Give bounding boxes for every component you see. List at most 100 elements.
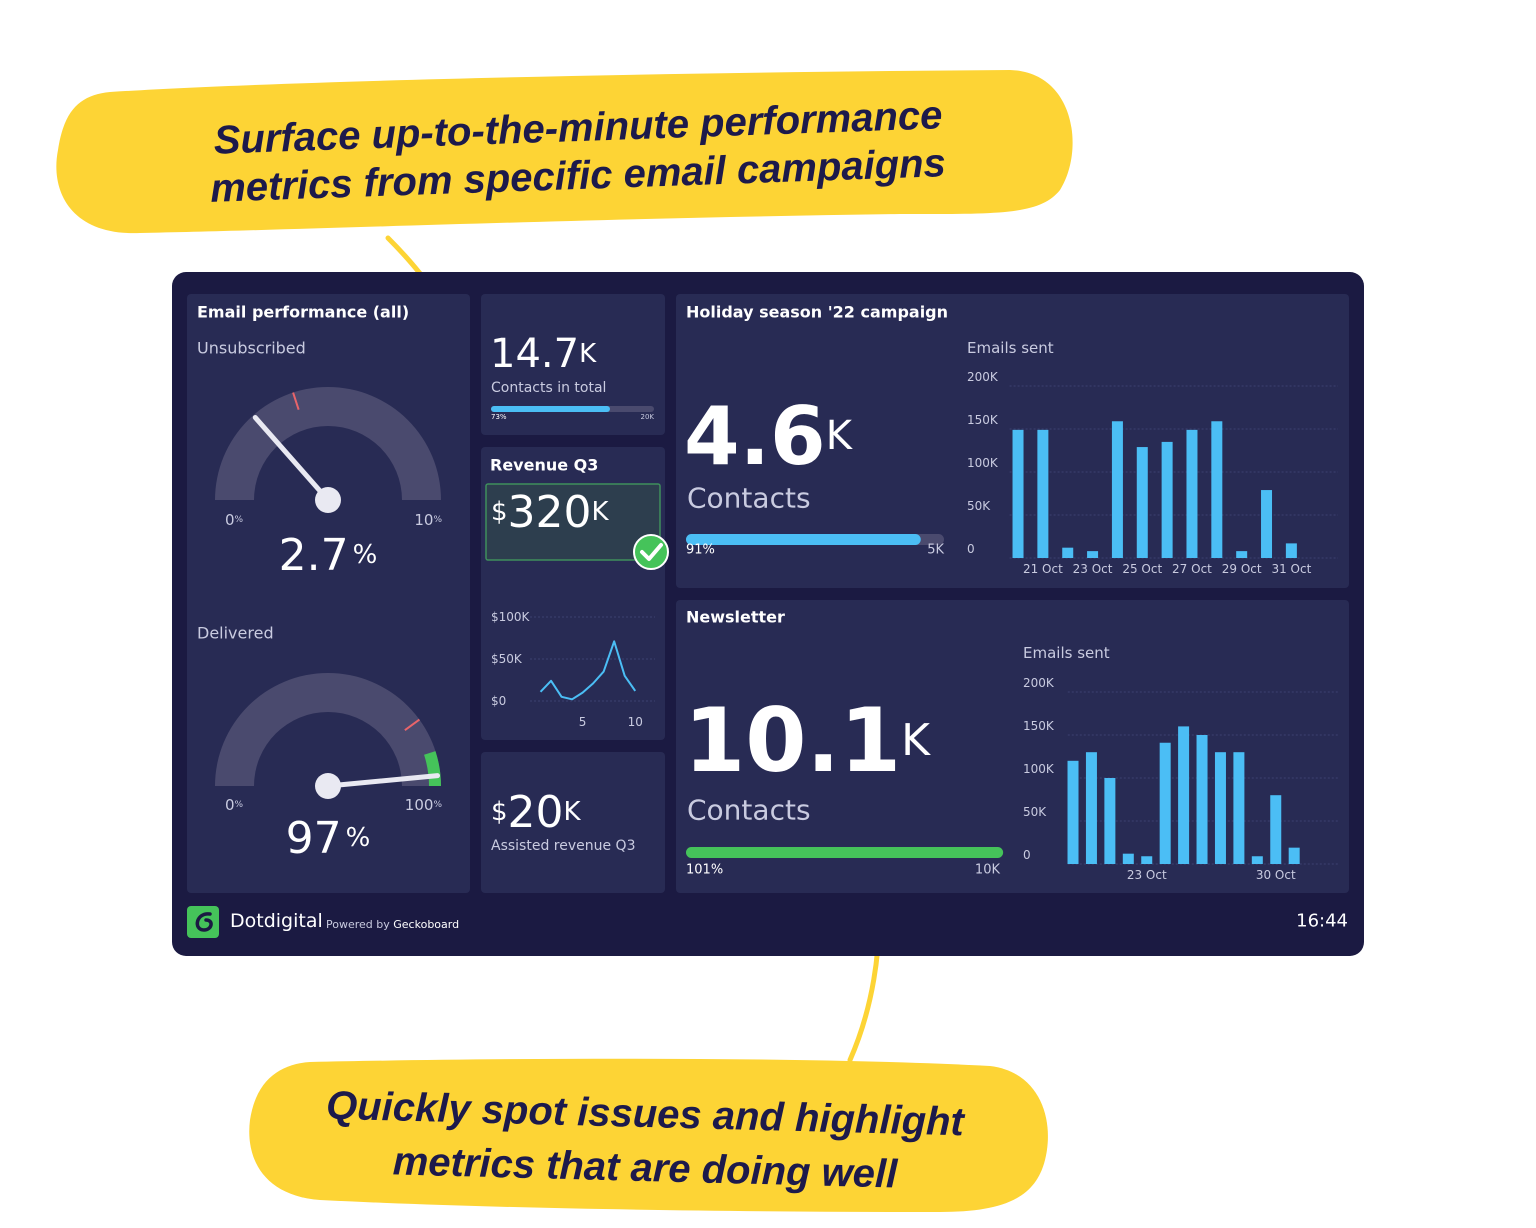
progress-fill [686, 847, 1004, 858]
callout-bubble [249, 1058, 1048, 1212]
progress-goal: 20K [641, 413, 655, 421]
bar [1104, 778, 1116, 864]
gauge-min: 0% [225, 511, 244, 529]
gauge-track [215, 387, 441, 500]
powered-by-part: Geckoboard [393, 918, 459, 931]
gauge-max-part: 10 [414, 511, 433, 529]
y-tick-label: 150K [967, 413, 999, 427]
metric-value-part: K [592, 497, 610, 527]
bar [1211, 421, 1223, 558]
bar [1067, 760, 1079, 864]
gauge-max-part: % [433, 800, 442, 810]
gauge-label: Delivered [197, 624, 274, 643]
chart-subtitle: Emails sent [967, 339, 1054, 357]
y-tick-label: 100K [1023, 762, 1055, 776]
progress-fill [686, 534, 921, 545]
check-icon [640, 543, 663, 561]
brand: Dotdigital [230, 910, 323, 932]
y-tick-label: 150K [1023, 719, 1055, 733]
bar [1136, 447, 1148, 558]
gauge-max: 100% [405, 796, 443, 814]
bar [1159, 742, 1171, 864]
progress-label: 91% [686, 543, 715, 558]
metric-value-part: 20 [508, 787, 564, 838]
metric-value: 4.6K [684, 390, 854, 483]
bar [1087, 551, 1099, 558]
metric-value-part: K [579, 339, 597, 369]
y-tick-label: 200K [1023, 676, 1055, 690]
x-tick-label: 23 Oct [1073, 562, 1113, 576]
gauge-value-part: % [353, 540, 378, 570]
gauge-min-part: % [235, 800, 244, 810]
highlight-box [485, 483, 661, 561]
bar [1122, 853, 1134, 864]
bar [1285, 543, 1297, 558]
y-tick-label: 100K [967, 456, 999, 470]
y-tick-label: $100K [491, 610, 531, 624]
gauge-min: 0% [225, 796, 244, 814]
gauge-threshold [292, 392, 300, 410]
bar [1111, 421, 1123, 558]
bar [1233, 752, 1245, 864]
metric-value-part: K [564, 797, 582, 827]
gauge-needle [252, 414, 331, 503]
x-tick-label: 5 [579, 715, 587, 729]
metric-value-part: K [901, 715, 931, 766]
widget-title: Revenue Q3 [490, 456, 598, 475]
widget-title: Email performance (all) [197, 303, 409, 322]
x-tick-label: 29 Oct [1222, 562, 1262, 576]
gauge-threshold [404, 718, 421, 731]
bar [1037, 429, 1049, 558]
metric-value-part: 4.6 [684, 390, 826, 483]
gauge-value: 2.7% [279, 530, 378, 581]
gauge-max-part: % [433, 515, 442, 525]
x-tick-label: 27 Oct [1172, 562, 1212, 576]
progress-goal: 10K [975, 863, 1001, 878]
y-tick-label: 50K [967, 499, 991, 513]
bar [1012, 429, 1024, 558]
powered-by-part: Powered by [326, 918, 393, 931]
gauge-value: 97% [286, 813, 371, 864]
metric-label: Contacts in total [491, 380, 606, 396]
powered-by: Powered by Geckoboard [326, 918, 459, 931]
panel [481, 752, 665, 893]
chart-subtitle: Emails sent [1023, 644, 1110, 662]
metric-label: Contacts [687, 794, 811, 827]
x-tick-label: 23 Oct [1127, 868, 1167, 882]
panel [676, 294, 1349, 588]
y-tick-label: $50K [491, 652, 523, 666]
x-tick-label: 25 Oct [1122, 562, 1162, 576]
y-tick-label: $0 [491, 694, 506, 708]
metric-value: 10.1K [684, 689, 931, 792]
bar [1178, 726, 1190, 864]
x-tick-label: 21 Oct [1023, 562, 1063, 576]
bar [1161, 441, 1173, 558]
gauge-value-part: 2.7 [279, 530, 349, 581]
metric-value-part: K [826, 413, 854, 459]
logo [187, 906, 219, 938]
widget-title: Holiday season '22 campaign [686, 303, 948, 322]
check-badge [633, 534, 669, 570]
gauge-min-part: 0 [225, 796, 235, 814]
metric-value-part: $ [491, 797, 508, 827]
metric-value-part: 14.7 [490, 331, 579, 377]
line [539, 640, 637, 701]
gauge-needle [325, 773, 441, 789]
bar [1261, 490, 1273, 558]
metric-value-part: 10.1 [684, 689, 901, 792]
gauge-max-part: 100 [405, 796, 434, 814]
widget-title: Newsletter [686, 608, 785, 627]
gauge-hub [315, 487, 341, 513]
callout-bubble [56, 70, 1073, 234]
metric-value-part: 320 [508, 487, 592, 538]
metric-label: Assisted revenue Q3 [491, 838, 635, 854]
bar [1186, 429, 1198, 558]
gauge-label: Unsubscribed [197, 339, 306, 358]
metric-label: Contacts [687, 482, 811, 515]
logo-mark [195, 912, 213, 932]
clock: 16:44 [1296, 911, 1348, 932]
bar [1062, 547, 1074, 558]
gauge-value-part: % [346, 823, 371, 853]
y-tick-label: 0 [967, 542, 975, 556]
